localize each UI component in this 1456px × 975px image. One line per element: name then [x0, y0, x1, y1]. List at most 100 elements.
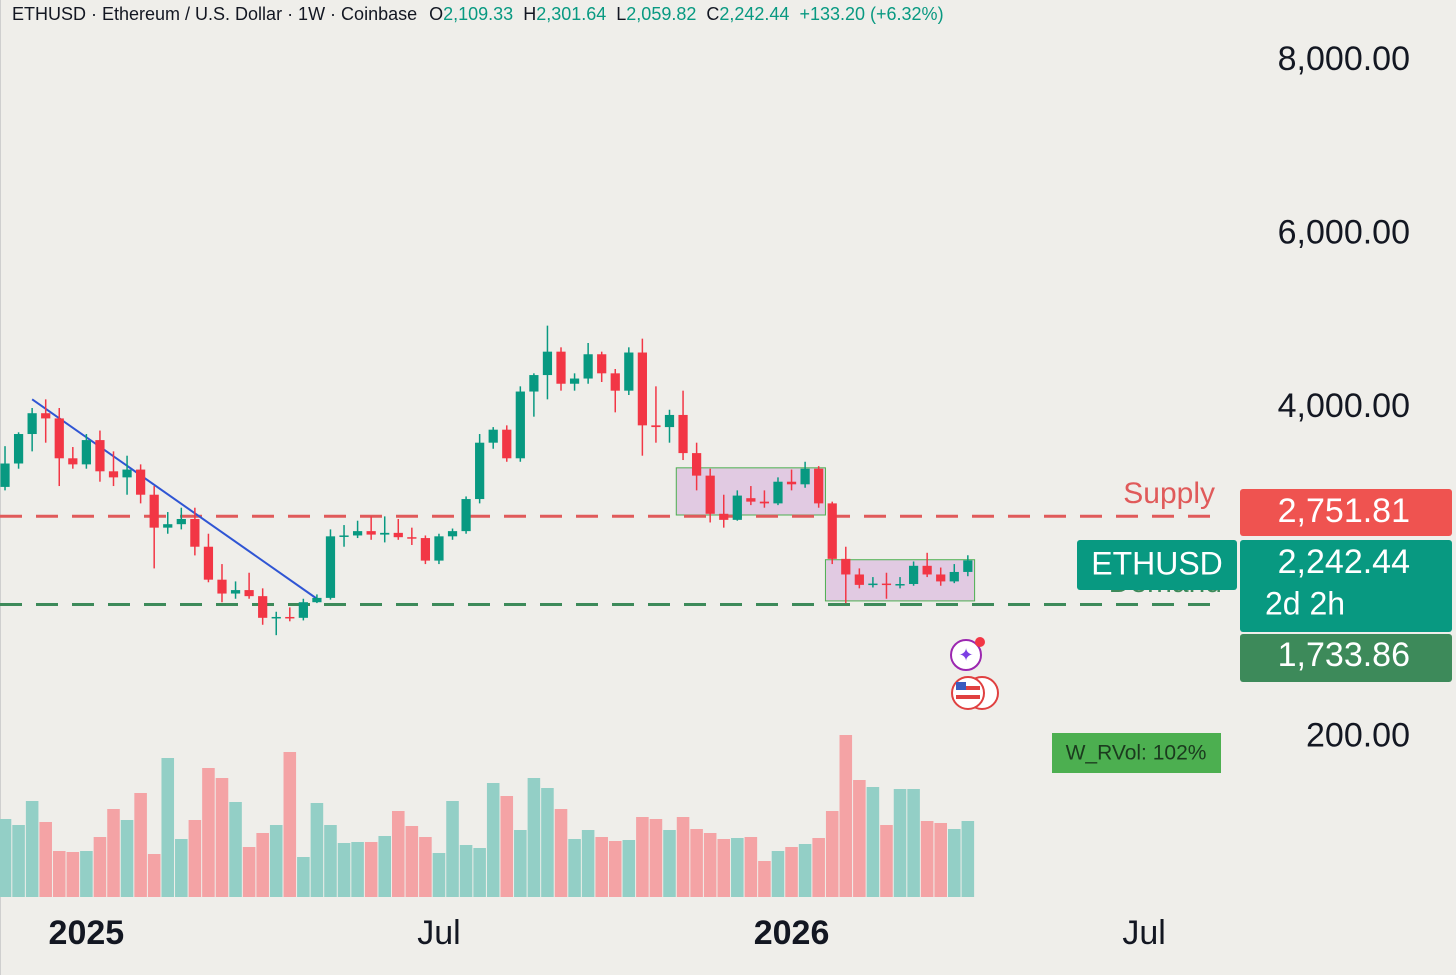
x-tick-label: Jul [1122, 914, 1165, 952]
volume-bar [663, 830, 676, 897]
ai-icon [950, 639, 982, 671]
candle-body [339, 535, 349, 537]
candle-body [217, 579, 227, 594]
candle-body [678, 414, 688, 454]
volume-bar [337, 843, 351, 897]
header-text: 2,059.82 [626, 4, 697, 24]
candle-body [108, 471, 119, 478]
volume-bar [351, 842, 364, 897]
volume-bar [825, 811, 839, 897]
volume-bar [93, 837, 107, 897]
header-text: 2,242.44 [719, 4, 790, 24]
candle-body [230, 590, 241, 594]
x-tick-label: 2026 [754, 914, 830, 952]
candle-body [407, 537, 417, 539]
ai-icon-dot [975, 637, 985, 647]
volume-bar [514, 830, 527, 897]
volume-bar [215, 778, 229, 897]
volume-bar [188, 820, 202, 897]
candle-body [759, 501, 770, 504]
volume-bar [785, 847, 798, 897]
header-text: +133.20 (+6.32%) [799, 4, 944, 24]
indicator-label: W_RVol: 102% [1066, 742, 1207, 765]
y-tick-label: 200.00 [1306, 716, 1410, 754]
volume-bar [405, 826, 419, 897]
volume-bar [459, 845, 473, 897]
countdown-label: 2d 2h [1265, 585, 1345, 621]
volume-bar [486, 783, 500, 897]
candle-body [908, 565, 919, 585]
header-text: L [616, 4, 627, 24]
volume-bar [324, 825, 337, 897]
candle-body [624, 352, 634, 391]
candle-body [705, 475, 715, 514]
candle-body [610, 373, 620, 391]
demand-price-label: 1,733.86 [1278, 636, 1410, 674]
candle-body [149, 494, 159, 528]
volume-bar [473, 848, 486, 897]
flag-stripe [956, 695, 980, 699]
volume-bar [378, 836, 392, 897]
candle-body [949, 571, 959, 582]
volume-bar [161, 758, 175, 897]
volume-bar [310, 803, 324, 897]
x-tick-label: Jul [417, 914, 460, 952]
volume-bar [920, 821, 934, 897]
last-price-box [1240, 540, 1452, 632]
volume-bar [541, 788, 554, 897]
y-tick-label: 4,000.00 [1278, 387, 1410, 425]
us-flag-icon [951, 676, 985, 710]
volume-bar [229, 802, 242, 897]
candle-body [922, 565, 932, 575]
volume-bar [0, 819, 12, 897]
x-tick-label: 2025 [49, 914, 125, 952]
volume-bar [107, 809, 120, 897]
volume-bar [853, 780, 866, 897]
candle-body [244, 590, 254, 597]
volume-bar [717, 839, 731, 897]
candle-body [420, 538, 431, 561]
candle-body [732, 495, 742, 520]
volume-bar [66, 852, 80, 897]
volume-bar [581, 830, 595, 897]
header-text: C [706, 4, 720, 24]
volume-bar [269, 825, 283, 897]
volume-bar [256, 833, 269, 897]
candle-body [637, 352, 647, 426]
volume-bar [934, 823, 947, 897]
candle-body [271, 616, 281, 619]
candle-body [163, 524, 173, 528]
volume-bar [636, 817, 649, 897]
trendline [31, 398, 318, 600]
indicator-box [1052, 733, 1221, 773]
header-text: ETHUSD · Ethereum / U.S. Dollar · 1W · C… [12, 4, 418, 24]
volume-bar [771, 851, 785, 897]
candle-body [54, 418, 64, 459]
event-icons: ✦ [950, 637, 999, 710]
candle-body [325, 536, 336, 598]
candle-body [366, 531, 376, 535]
volume-bar [893, 789, 907, 897]
candle-body [393, 532, 403, 538]
candle-body [136, 469, 146, 495]
volume-bar [595, 837, 608, 897]
volume-bar [175, 839, 188, 897]
supply-name: Supply [1123, 477, 1215, 510]
volume-bar [649, 819, 663, 897]
volume-bar [364, 842, 378, 897]
candle-body [569, 378, 580, 384]
candle-body [664, 414, 675, 428]
volume-bar [39, 822, 52, 897]
candle-body [746, 498, 756, 502]
candle-body [258, 596, 268, 618]
candle-body [176, 518, 186, 525]
candle-body [841, 558, 851, 575]
volume-bar [622, 840, 636, 897]
candle-body [461, 499, 471, 532]
candle-body [515, 391, 525, 459]
volume-bar [134, 793, 147, 897]
volume-bar [202, 768, 215, 897]
ai-icon-glyph: ✦ [958, 645, 973, 665]
candle-body [597, 354, 607, 374]
candle-body [868, 583, 878, 586]
